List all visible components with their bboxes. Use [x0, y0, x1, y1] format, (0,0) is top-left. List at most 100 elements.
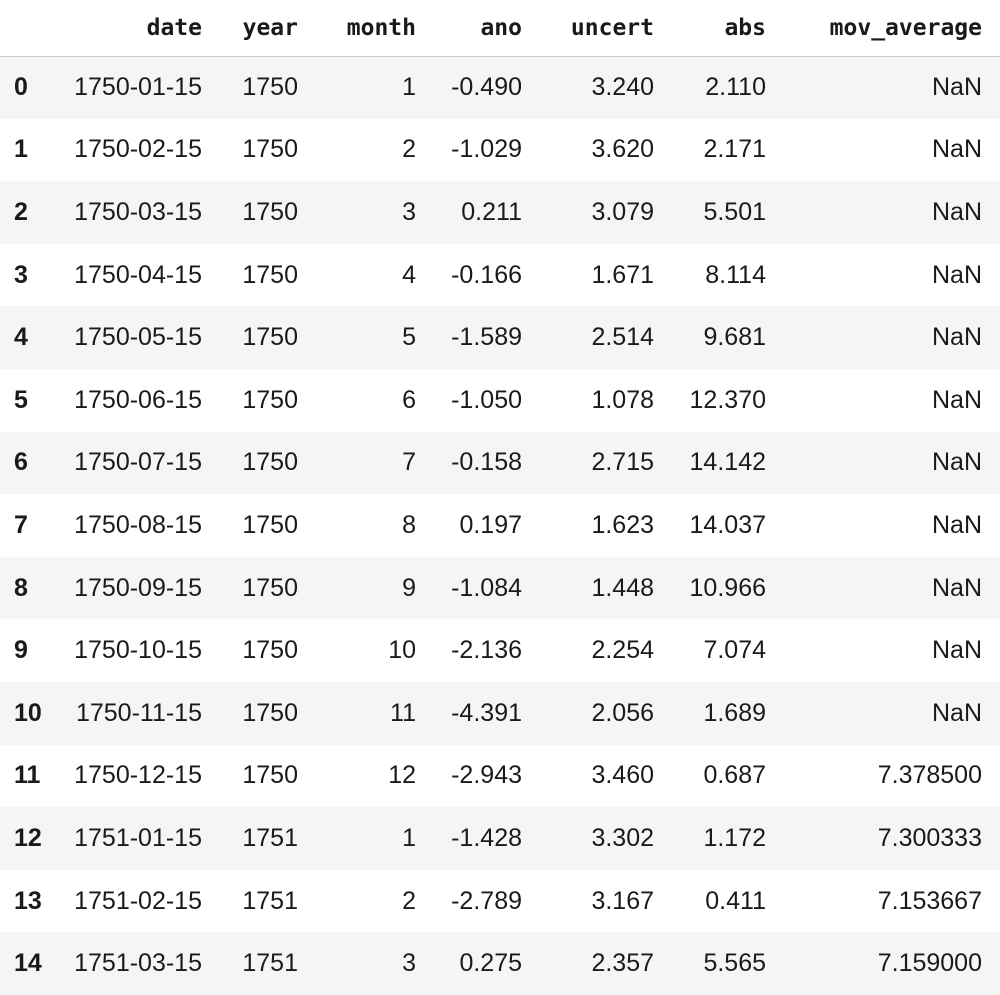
- cell-abs: 7.074: [703, 636, 766, 665]
- cell-date: 1750-04-15: [74, 260, 202, 289]
- row-index: 14: [14, 949, 42, 978]
- cell-month: 2: [402, 886, 416, 915]
- cell-abs: 2.110: [705, 73, 766, 102]
- cell-uncert: 3.167: [591, 886, 654, 915]
- column-header-uncert: uncert: [540, 0, 672, 57]
- cell-abs: 5.501: [703, 197, 766, 226]
- cell-ano: 0.197: [459, 510, 522, 539]
- cell-date: 1750-11-15: [75, 698, 202, 727]
- header-row: date year month ano uncert abs mov_avera…: [0, 0, 1000, 57]
- cell-date: 1750-09-15: [74, 573, 202, 602]
- table-row: 9 1750-10-15 1750 10 -2.136 2.254 7.074 NaN: [0, 619, 1000, 682]
- row-index: 6: [14, 448, 28, 477]
- cell-date: 1750-03-15: [74, 197, 202, 226]
- cell-mov-average: NaN: [931, 448, 982, 477]
- row-index: 8: [14, 573, 28, 602]
- column-header-month: month: [316, 0, 434, 57]
- cell-ano: -1.084: [451, 573, 522, 602]
- cell-year: 1750: [242, 385, 298, 414]
- cell-mov-average: 7.153667: [877, 886, 982, 915]
- cell-uncert: 2.514: [591, 323, 654, 352]
- cell-month: 2: [402, 135, 416, 164]
- cell-uncert: 2.254: [591, 636, 654, 665]
- row-index: 0: [14, 73, 28, 102]
- table-row: 8 1750-09-15 1750 9 -1.084 1.448 10.966 NaN: [0, 556, 1000, 620]
- cell-year: 1750: [242, 510, 298, 539]
- index-header: [0, 0, 54, 57]
- table-body: 0 1750-01-15 1750 1 -0.490 3.240 2.110 NaN 1 1750…: [0, 56, 1000, 995]
- cell-uncert: 3.460: [591, 761, 654, 790]
- cell-uncert: 1.623: [591, 510, 654, 539]
- cell-year: 1750: [242, 135, 298, 164]
- cell-year: 1750: [242, 698, 298, 727]
- table-row: 0 1750-01-15 1750 1 -0.490 3.240 2.110 NaN: [0, 56, 1000, 119]
- cell-month: 10: [388, 636, 416, 665]
- cell-month: 3: [402, 197, 416, 226]
- cell-mov-average: NaN: [931, 385, 982, 414]
- cell-date: 1750-05-15: [74, 323, 202, 352]
- cell-mov-average: NaN: [931, 573, 982, 602]
- cell-ano: -4.391: [451, 698, 522, 727]
- cell-ano: -1.029: [451, 135, 522, 164]
- row-index: 7: [14, 510, 28, 539]
- table-row: 10 1750-11-15 1750 11 -4.391 2.056 1.689 NaN: [0, 681, 1000, 745]
- cell-year: 1750: [242, 260, 298, 289]
- cell-abs: 0.687: [703, 761, 766, 790]
- cell-abs: 14.037: [689, 510, 766, 539]
- cell-uncert: 2.715: [591, 448, 654, 477]
- row-index: 12: [14, 823, 42, 852]
- row-index: 3: [14, 260, 28, 289]
- cell-mov-average: NaN: [931, 197, 982, 226]
- cell-month: 1: [402, 73, 416, 102]
- cell-abs: 14.142: [689, 448, 766, 477]
- row-index: 5: [14, 385, 28, 414]
- cell-uncert: 2.056: [591, 698, 654, 727]
- table-row: 6 1750-07-15 1750 7 -0.158 2.715 14.142 NaN: [0, 431, 1000, 495]
- cell-ano: 0.275: [459, 949, 522, 978]
- cell-year: 1750: [242, 636, 298, 665]
- cell-month: 4: [402, 260, 416, 289]
- cell-date: 1750-10-15: [74, 636, 202, 665]
- table-row: 3 1750-04-15 1750 4 -0.166 1.671 8.114 NaN: [0, 243, 1000, 307]
- cell-month: 11: [390, 698, 416, 727]
- cell-month: 3: [402, 949, 416, 978]
- cell-year: 1750: [242, 448, 298, 477]
- cell-date: 1751-01-15: [74, 823, 202, 852]
- cell-month: 5: [402, 323, 416, 352]
- cell-abs: 9.681: [703, 323, 766, 352]
- cell-mov-average: NaN: [931, 510, 982, 539]
- column-header-date: date: [54, 0, 220, 57]
- cell-abs: 10.966: [689, 573, 766, 602]
- column-header-ano: ano: [434, 0, 540, 57]
- cell-month: 9: [402, 573, 416, 602]
- cell-mov-average: NaN: [931, 323, 982, 352]
- cell-uncert: 3.302: [591, 823, 654, 852]
- table-row: 11 1750-12-15 1750 12 -2.943 3.460 0.687 7.3785…: [0, 744, 1000, 808]
- cell-date: 1751-03-15: [74, 949, 202, 978]
- cell-abs: 2.171: [703, 135, 766, 164]
- cell-year: 1751: [242, 949, 298, 978]
- cell-year: 1751: [242, 886, 298, 915]
- cell-mov-average: NaN: [931, 636, 982, 665]
- cell-uncert: 2.357: [591, 949, 654, 978]
- cell-abs: 1.172: [703, 823, 766, 852]
- cell-year: 1750: [242, 761, 298, 790]
- row-index: 11: [14, 761, 41, 790]
- cell-year: 1750: [242, 197, 298, 226]
- cell-mov-average: NaN: [931, 260, 982, 289]
- cell-ano: -0.490: [451, 73, 522, 102]
- table-row: 7 1750-08-15 1750 8 0.197 1.623 14.037 NaN: [0, 494, 1000, 557]
- cell-mov-average: 7.378500: [877, 761, 982, 790]
- cell-ano: -1.589: [451, 323, 522, 352]
- row-index: 2: [14, 197, 28, 226]
- cell-year: 1751: [242, 823, 298, 852]
- cell-ano: -2.943: [451, 761, 522, 790]
- row-index: 13: [14, 886, 42, 915]
- table-row: 5 1750-06-15 1750 6 -1.050 1.078 12.370 NaN: [0, 368, 1000, 432]
- cell-ano: -2.136: [451, 636, 522, 665]
- cell-year: 1750: [242, 573, 298, 602]
- cell-date: 1750-12-15: [74, 761, 202, 790]
- cell-abs: 12.370: [689, 385, 766, 414]
- table-row: 12 1751-01-15 1751 1 -1.428 3.302 1.172 7.30033…: [0, 807, 1000, 870]
- cell-mov-average: NaN: [931, 73, 982, 102]
